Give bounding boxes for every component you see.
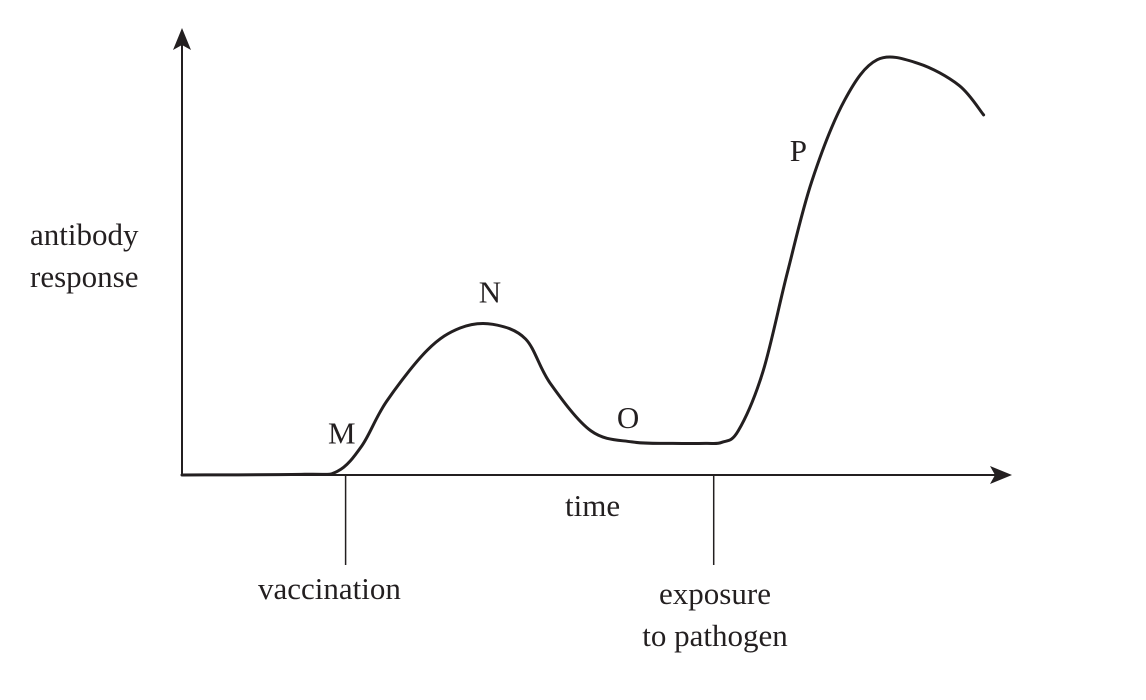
- exposure-marker-label-line-1: exposure: [659, 576, 771, 611]
- vaccination-marker-label: vaccination: [258, 571, 401, 606]
- x-axis-arrowhead: [990, 466, 1012, 484]
- exposure-marker-label: exposure to pathogen: [630, 573, 800, 657]
- point-label-o: O: [617, 400, 639, 435]
- y-axis-label-line-2: response: [30, 259, 139, 294]
- exposure-marker-label-line-2: to pathogen: [642, 618, 788, 653]
- x-axis-label: time: [565, 488, 621, 523]
- point-labels: M N O P: [328, 133, 807, 451]
- point-label-p: P: [790, 133, 807, 168]
- point-label-m: M: [328, 416, 356, 451]
- point-label-n: N: [479, 274, 501, 309]
- axes: [173, 28, 1012, 484]
- antibody-response-line: [180, 55, 986, 477]
- y-axis-label-line-1: antibody: [30, 217, 139, 252]
- y-axis-label: antibody response: [30, 214, 139, 298]
- x-markers: [344, 475, 715, 565]
- y-axis-arrowhead: [173, 28, 191, 50]
